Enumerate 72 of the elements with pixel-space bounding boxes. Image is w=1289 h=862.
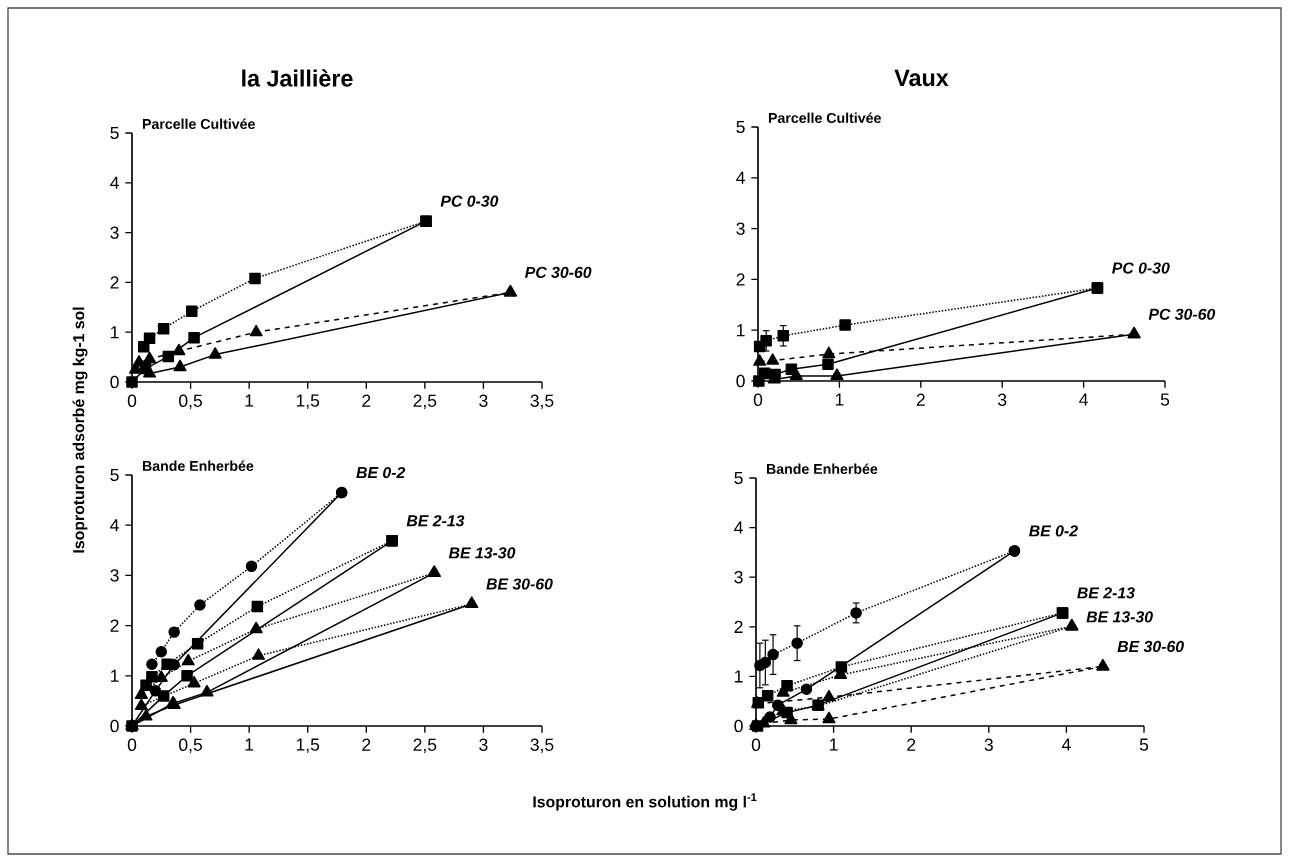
x-tick-label: 2 (916, 393, 925, 406)
y-tick-label: 4 (734, 521, 743, 534)
y-tick-label: 3 (110, 569, 119, 582)
x-tick-label: 5 (1160, 393, 1170, 406)
chart-subtitle: Parcelle Cultivée (142, 118, 255, 129)
y-tick-label: 3 (110, 226, 119, 239)
y-tick-label: 2 (110, 276, 119, 289)
y-tick-label: 4 (110, 519, 119, 532)
y-tick-label: 5 (110, 468, 119, 482)
y-tick-label: 3 (736, 222, 745, 235)
x-tick-label: 0,5 (179, 394, 202, 410)
y-tick-label: 2 (110, 619, 119, 632)
y-tick-label: 1 (737, 324, 745, 337)
x-tick-label: 3 (479, 738, 488, 751)
y-tick-label: 0 (110, 375, 119, 389)
series-label: PC 0-30 (1112, 262, 1170, 274)
y-tick-label: 4 (110, 176, 119, 189)
y-tick-label: 5 (110, 126, 119, 140)
series-label: PC 30-60 (525, 266, 592, 278)
x-tick-label: 4 (1061, 738, 1071, 751)
y-tick-label: 0 (110, 719, 119, 733)
x-axis-title: Isoproturon en solution mg l$^{-1}$ (533, 793, 757, 811)
x-tick-label: 3,5 (530, 394, 554, 410)
series-label: PC 30-60 (1148, 308, 1216, 320)
x-tick-label: 1,5 (296, 738, 320, 753)
chart-subtitle: Bande Enherbée (766, 463, 878, 474)
series-label: BE 30-60 (486, 578, 553, 590)
series-label: BE 0-2 (356, 466, 406, 479)
chart-title: Vaux (894, 69, 949, 87)
x-tick-label: 0,5 (179, 738, 202, 754)
y-tick-label: 2 (736, 273, 745, 286)
x-tick-label: 1 (835, 393, 844, 406)
x-tick-label: 3 (984, 738, 993, 751)
x-tick-label: 0 (127, 738, 137, 751)
series-label: PC 0-30 (440, 195, 499, 207)
x-tick-label: 0 (753, 393, 763, 406)
x-tick-label: 2 (362, 394, 371, 407)
y-tick-label: 5 (734, 471, 743, 485)
series-label: BE 2-13 (406, 515, 465, 527)
x-tick-label: 1,5 (296, 394, 320, 409)
chart-subtitle: Bande Enherbée (142, 460, 254, 471)
chart-title: la Jaillière (242, 69, 353, 87)
y-tick-label: 1 (111, 669, 119, 682)
y-tick-label: 4 (736, 171, 745, 184)
chart-subtitle: Parcelle Cultivée (768, 112, 881, 123)
series-label: BE 13-30 (1086, 611, 1153, 623)
y-tick-label: 1 (735, 670, 743, 683)
x-tick-label: 5 (1139, 738, 1149, 751)
y-tick-label: 0 (736, 374, 745, 388)
y-tick-label: 1 (111, 326, 119, 339)
series-label: BE 13-30 (448, 547, 516, 559)
y-tick-label: 0 (734, 719, 743, 733)
x-tick-label: 3 (997, 393, 1007, 406)
x-tick-label: 1 (245, 738, 254, 751)
y-axis-title: Isoproturon adsorbé mg kg-1 sol (72, 307, 88, 553)
series-label: BE 2-13 (1077, 587, 1135, 599)
x-tick-label: 3 (479, 394, 488, 407)
x-tick-label: 0 (751, 738, 761, 751)
x-tick-label: 1 (245, 394, 254, 407)
y-tick-label: 3 (734, 571, 743, 584)
y-tick-label: 2 (734, 620, 743, 633)
x-tick-label: 2 (362, 738, 371, 751)
x-tick-label: 4 (1079, 393, 1088, 406)
x-tick-label: 2 (907, 738, 916, 751)
series-label: BE 30-60 (1117, 640, 1184, 653)
y-tick-label: 5 (736, 120, 745, 134)
x-tick-label: 2,5 (413, 394, 437, 410)
x-tick-label: 0 (127, 394, 137, 407)
series-label: BE 0-2 (1029, 525, 1078, 537)
x-tick-label: 3,5 (530, 738, 554, 754)
x-tick-label: 2,5 (413, 738, 437, 754)
x-tick-label: 1 (830, 738, 838, 751)
